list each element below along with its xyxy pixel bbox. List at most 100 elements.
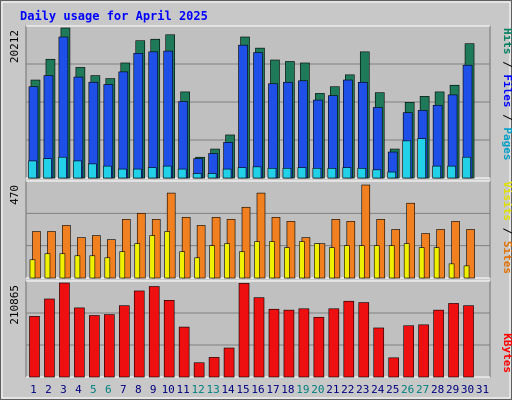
bar-kbytes-day-28: [433, 309, 444, 378]
bar-pages-day-14: [222, 168, 232, 179]
bar-pages-day-6: [103, 165, 112, 179]
bar-sites-day-11: [181, 217, 191, 279]
bar-visits-day-9: [149, 235, 156, 279]
day-label-24: 24: [371, 383, 385, 396]
day-label-17: 17: [266, 383, 279, 396]
bar-pages-day-30: [462, 156, 471, 179]
bar-visits-day-18: [284, 247, 290, 279]
day-label-26: 26: [401, 383, 414, 396]
bar-kbytes-day-19: [298, 308, 310, 378]
panel-2-legend: Visits / Sites: [501, 181, 512, 274]
panel-1-legend: Hits / Files / Pages: [501, 28, 512, 161]
bar-visits-day-29: [448, 263, 455, 279]
bar-kbytes-day-30: [463, 305, 474, 378]
bar-kbytes-day-5: [89, 315, 100, 378]
day-label-3: 3: [60, 383, 67, 396]
day-label-15: 15: [236, 383, 249, 396]
bar-pages-day-27: [417, 138, 426, 179]
bar-visits-day-16: [254, 241, 260, 279]
bar-pages-day-15: [237, 167, 247, 179]
bar-kbytes-day-8: [133, 290, 145, 378]
day-label-5: 5: [90, 383, 97, 396]
bar-pages-day-5: [88, 163, 97, 179]
bar-kbytes-day-2: [44, 298, 55, 378]
bar-visits-day-8: [134, 243, 141, 279]
day-label-2: 2: [45, 383, 52, 396]
bar-kbytes-day-4: [74, 307, 85, 378]
day-label-11: 11: [177, 383, 190, 396]
bar-kbytes-day-27: [418, 324, 429, 378]
day-label-22: 22: [341, 383, 354, 396]
bar-kbytes-day-17: [268, 308, 280, 378]
bar-visits-day-22: [344, 245, 350, 279]
legend-entry: Pages: [501, 127, 512, 160]
bar-kbytes-day-22: [343, 300, 355, 378]
bar-sites-day-23: [361, 184, 371, 279]
panel-3-scale-label: 210865: [8, 285, 21, 325]
day-label-27: 27: [416, 383, 429, 396]
day-label-23: 23: [356, 383, 369, 396]
bar-pages-day-19: [297, 167, 307, 179]
day-label-29: 29: [446, 383, 459, 396]
bar-files-day-3: [58, 36, 69, 179]
bar-files-day-6: [103, 84, 114, 179]
bar-sites-day-12: [196, 225, 206, 279]
day-label-14: 14: [221, 383, 235, 396]
bar-pages-day-2: [43, 158, 52, 179]
bar-kbytes-day-23: [358, 302, 370, 378]
bar-kbytes-day-10: [163, 300, 175, 378]
bar-visits-day-27: [418, 247, 425, 279]
bar-files-day-10: [163, 50, 173, 179]
bar-visits-day-23: [358, 245, 365, 279]
bar-files-day-11: [178, 101, 188, 179]
bar-kbytes-day-12: [193, 362, 205, 378]
day-label-13: 13: [206, 383, 219, 396]
bar-pages-day-1: [28, 160, 37, 179]
bar-visits-day-13: [209, 245, 215, 279]
day-label-18: 18: [281, 383, 294, 396]
bar-pages-day-22: [342, 167, 352, 179]
bar-visits-day-11: [179, 251, 185, 279]
bar-pages-day-9: [147, 167, 157, 179]
legend-entry: Visits: [501, 181, 512, 221]
chart-title: Daily usage for April 2025: [20, 9, 208, 23]
panel-1-scale-label: 20212: [8, 30, 21, 63]
bar-sites-day-26: [406, 202, 415, 279]
bar-pages-day-25: [387, 171, 397, 179]
bar-kbytes-day-29: [448, 303, 459, 378]
bar-pages-day-21: [327, 168, 337, 179]
bar-files-day-19: [298, 80, 308, 179]
bar-kbytes-day-6: [104, 314, 115, 378]
bar-files-day-20: [313, 99, 323, 179]
day-label-12: 12: [192, 383, 205, 396]
bar-pages-day-23: [357, 168, 367, 179]
bar-visits-day-20: [314, 243, 320, 279]
bar-kbytes-day-18: [283, 309, 295, 378]
bar-visits-day-15: [239, 251, 245, 279]
bar-kbytes-day-26: [403, 325, 414, 378]
bar-pages-day-26: [402, 140, 411, 179]
bar-kbytes-day-25: [388, 357, 400, 378]
bar-pages-day-28: [432, 165, 441, 179]
bar-kbytes-day-21: [328, 308, 340, 378]
bar-visits-day-3: [59, 253, 66, 279]
bar-sites-day-16: [256, 192, 266, 279]
bar-visits-day-10: [164, 231, 170, 279]
bar-sites-day-7: [121, 219, 131, 279]
bar-sites-day-30: [466, 229, 475, 279]
bar-kbytes-day-7: [118, 305, 130, 378]
bar-pages-day-29: [447, 165, 456, 179]
bar-visits-day-25: [388, 245, 395, 279]
day-label-1: 1: [30, 383, 37, 396]
bar-pages-day-11: [177, 168, 187, 179]
bar-visits-day-26: [403, 243, 410, 279]
bar-visits-day-30: [463, 265, 470, 279]
bar-pages-day-10: [162, 165, 172, 179]
day-label-31: 31: [476, 383, 489, 396]
bar-files-day-21: [328, 95, 338, 179]
bar-files-day-15: [238, 44, 248, 179]
day-label-25: 25: [386, 383, 399, 396]
